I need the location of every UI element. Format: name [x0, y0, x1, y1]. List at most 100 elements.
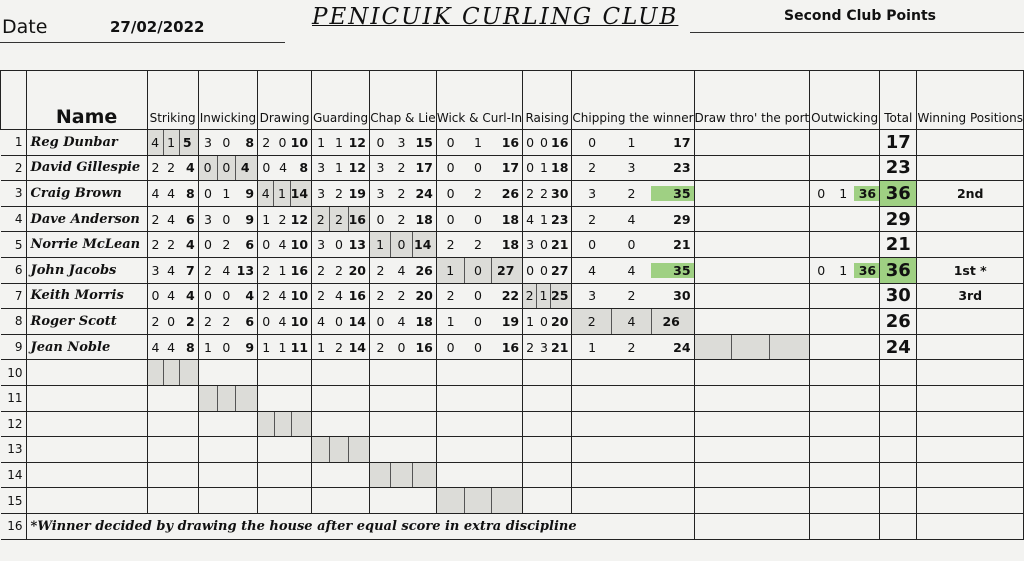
discipline-header: Outwicking	[809, 70, 881, 130]
score-cell	[311, 359, 370, 386]
cumulative-score: 11	[290, 339, 309, 355]
score-group	[370, 438, 435, 462]
score-group: 1 2 12	[259, 207, 311, 231]
row-number: 16	[0, 512, 27, 540]
score-cell: 2 4 16	[311, 282, 370, 310]
score-group	[573, 412, 693, 436]
cumulative-score: 10	[290, 288, 309, 304]
score-cell	[809, 333, 881, 361]
cumulative-score: 14	[412, 232, 436, 257]
end-score: 0	[203, 237, 212, 253]
end-score: 2	[397, 288, 406, 304]
score-cell	[197, 410, 259, 438]
player-name	[25, 436, 148, 463]
score-group	[811, 335, 879, 359]
end-score	[312, 437, 331, 462]
player-row: 11	[0, 384, 1024, 412]
score-group	[524, 412, 571, 436]
score-group	[811, 156, 879, 180]
end-score: 0	[446, 134, 455, 150]
winning-position	[916, 333, 1024, 361]
score-group: 0 4 10	[259, 233, 311, 257]
end-score: 3	[151, 262, 160, 278]
end-score: 0	[526, 262, 535, 278]
score-cell	[311, 384, 370, 412]
row-number: 11	[0, 384, 27, 412]
competition-title: Second Club Points	[784, 8, 936, 24]
winning-position	[916, 461, 1024, 489]
end-score: 1	[474, 134, 482, 150]
score-group	[437, 438, 521, 462]
score-group	[695, 310, 809, 334]
score-cell: 0 2 26	[435, 180, 524, 207]
score-group: 2 3 21	[524, 335, 571, 359]
score-cell	[522, 359, 573, 386]
score-group	[811, 386, 879, 410]
score-cell: 2 0 16	[369, 333, 437, 361]
end-score: 2	[317, 262, 326, 278]
end-score: 2	[335, 185, 343, 201]
score-group: 0 1 16	[437, 130, 521, 154]
cumulative-score: 23	[673, 160, 691, 176]
cumulative-score: 24	[673, 339, 691, 355]
score-cell: 3 2 35	[571, 180, 695, 207]
end-score: 0	[203, 288, 212, 304]
empty-cell	[879, 512, 918, 540]
score-group	[524, 489, 571, 513]
cumulative-score: 25	[551, 284, 571, 308]
end-score: 1	[370, 232, 392, 257]
player-name	[25, 487, 148, 514]
score-cell: 2 1 16	[257, 256, 313, 284]
footnote: *Winner decided by drawing the house aft…	[25, 512, 695, 540]
discipline-header: Inwicking	[197, 70, 259, 130]
end-score: 0	[151, 288, 160, 304]
discipline-header: Raising	[522, 70, 573, 130]
end-score: 4	[317, 313, 326, 329]
empty-cell	[809, 512, 881, 540]
score-group	[573, 386, 693, 410]
score-cell: 2 3 21	[522, 333, 573, 361]
score-cell: 0 4 18	[369, 308, 437, 335]
end-score	[258, 412, 276, 436]
score-cell	[809, 436, 881, 463]
score-group	[811, 361, 879, 385]
score-cell: 2 4 10	[257, 282, 313, 310]
player-name: John Jacobs	[25, 256, 148, 284]
player-row: 4 Dave Anderson 2 4 6 3 0 9 1 2 12 2 2 16 0 2 18 0 0 18 4 1 23…	[0, 205, 1024, 233]
score-cell	[693, 205, 811, 233]
total-score: 17	[879, 129, 918, 156]
cumulative-score: 6	[245, 237, 255, 253]
end-score: 2	[167, 160, 176, 176]
cumulative-score: 18	[551, 160, 569, 176]
cumulative-score: 15	[415, 134, 433, 150]
total-score: 23	[879, 154, 918, 182]
end-score: 1	[537, 284, 552, 308]
score-group: 3 0 13	[313, 233, 369, 257]
end-score: 2	[397, 160, 406, 176]
score-cell	[435, 461, 524, 489]
end-score: 2	[446, 237, 455, 253]
end-score: 0	[397, 339, 406, 355]
score-cell	[369, 384, 437, 412]
cumulative-score: 4	[236, 156, 257, 180]
score-group: 0 0 18	[437, 207, 521, 231]
score-group	[313, 489, 369, 513]
end-score: 4	[397, 262, 406, 278]
end-score: 2	[151, 237, 160, 253]
end-score: 0	[446, 339, 455, 355]
score-group	[437, 386, 521, 410]
score-group: 2 4 10	[259, 284, 311, 308]
discipline-header: Striking	[146, 70, 199, 130]
cumulative-score: 16	[415, 339, 433, 355]
total-score: 26	[879, 308, 918, 335]
score-cell: 3 2 24	[369, 180, 437, 207]
